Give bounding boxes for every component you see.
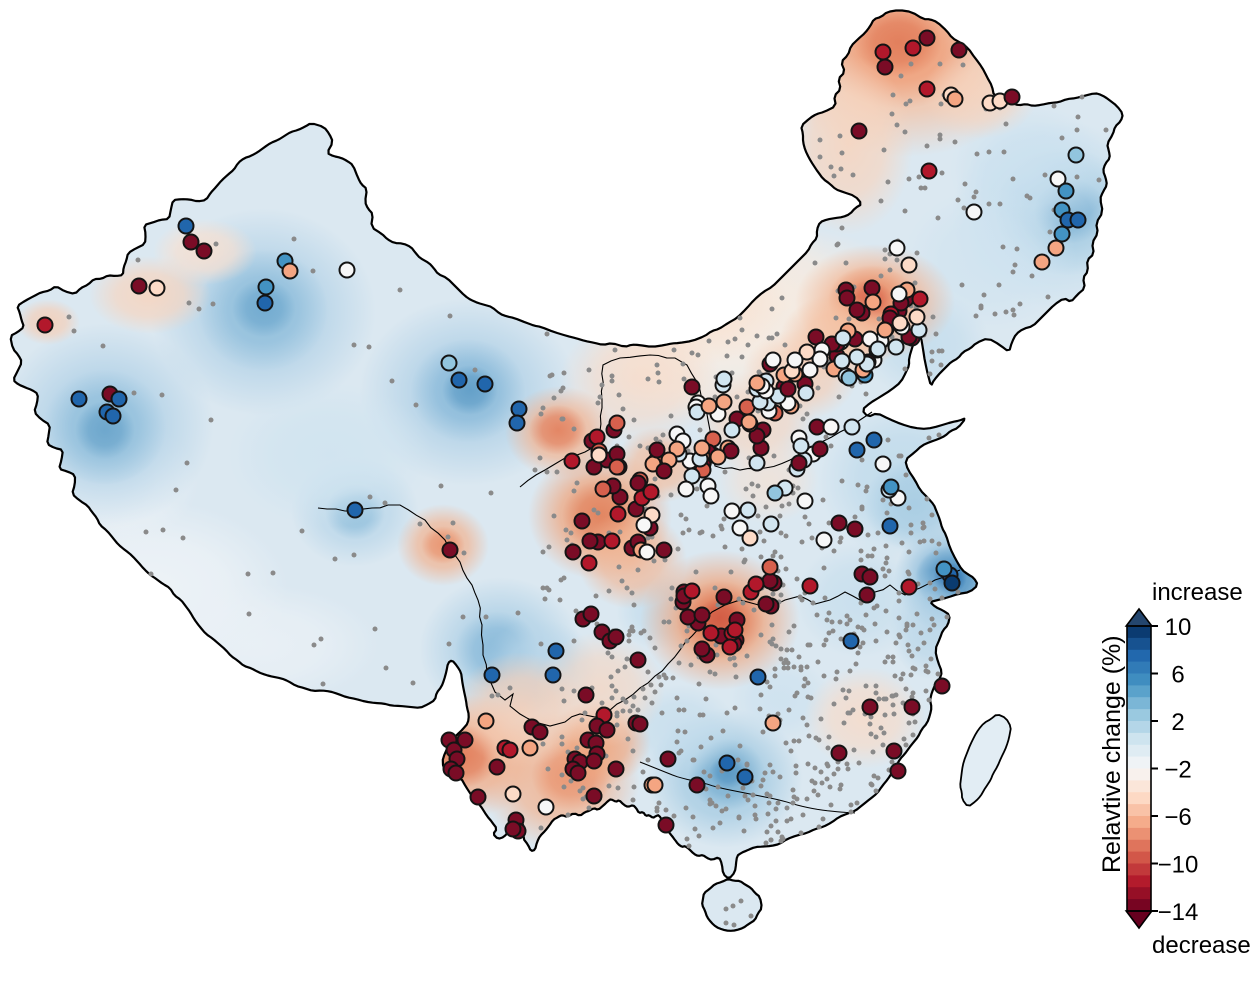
svg-text:increase: increase bbox=[1152, 579, 1243, 606]
svg-text:10: 10 bbox=[1165, 614, 1192, 641]
svg-text:−10: −10 bbox=[1158, 852, 1199, 879]
svg-text:decrease: decrease bbox=[1152, 932, 1251, 959]
svg-text:2: 2 bbox=[1171, 709, 1184, 736]
svg-text:−6: −6 bbox=[1164, 804, 1191, 831]
svg-text:Relavtive change (%): Relavtive change (%) bbox=[1098, 635, 1126, 873]
svg-text:−2: −2 bbox=[1164, 757, 1191, 784]
svg-text:−14: −14 bbox=[1158, 899, 1199, 926]
svg-text:6: 6 bbox=[1171, 662, 1184, 689]
